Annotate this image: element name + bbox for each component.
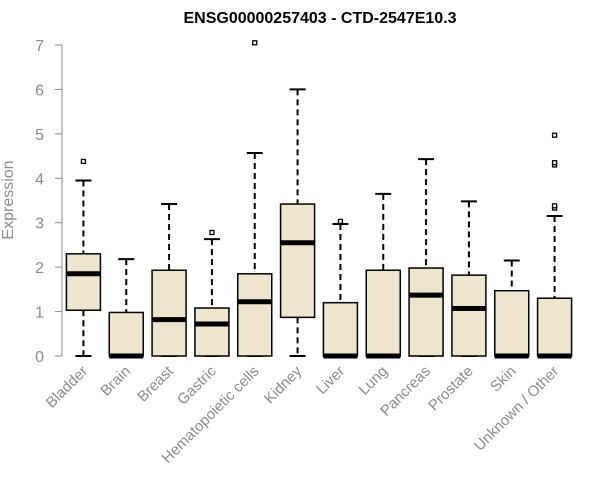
box-rect	[151, 269, 187, 357]
x-tick-label: Kidney	[261, 362, 306, 407]
box-rect	[536, 297, 573, 357]
x-tick-label: Lung	[355, 363, 391, 399]
box-pancreas	[408, 158, 444, 357]
y-tick-label: 3	[35, 216, 44, 233]
y-tick-label: 7	[35, 38, 44, 55]
box-rect	[65, 253, 102, 311]
outlier-point	[252, 40, 258, 46]
x-tick-label: Bladder	[43, 363, 92, 412]
outlier-point	[80, 158, 87, 165]
box-prostate	[451, 200, 487, 357]
y-tick-label: 0	[35, 349, 44, 366]
box-hematopoietic-cells	[237, 40, 273, 357]
box-rect	[408, 267, 444, 357]
box-bladder	[65, 158, 102, 357]
box-rect	[194, 307, 230, 357]
box-lung	[365, 192, 401, 359]
x-tick-label: Liver	[313, 363, 348, 398]
box-rect	[108, 311, 144, 357]
y-axis: 0 1 2 3 4 5 6 7	[35, 38, 63, 366]
box-unknown-other	[536, 132, 573, 359]
box-rect	[365, 269, 401, 357]
x-tick-label: Skin	[487, 363, 520, 396]
chart-title: ENSG00000257403 - CTD-2547E10.3	[183, 10, 456, 27]
box-rect	[451, 274, 487, 357]
x-tick-label: Breast	[134, 362, 177, 405]
y-tick-label: 1	[35, 305, 44, 322]
box-liver	[322, 218, 359, 359]
outlier-point	[337, 218, 344, 225]
outlier-point	[551, 203, 558, 209]
box-group	[65, 40, 573, 359]
box-kidney	[279, 88, 316, 357]
y-tick-label: 2	[35, 260, 44, 277]
x-tick-label: Prostate	[425, 363, 477, 415]
box-breast	[151, 203, 187, 357]
box-skin	[494, 259, 530, 359]
x-tick-label: Brain	[97, 363, 134, 400]
box-brain	[108, 258, 144, 359]
y-tick-label: 6	[35, 82, 44, 99]
outlier-point	[551, 160, 558, 166]
y-tick-label: 4	[35, 171, 44, 188]
box-rect	[279, 203, 316, 319]
y-axis-label: Expression	[0, 160, 17, 239]
box-rect	[237, 273, 273, 357]
outlier-point	[551, 132, 558, 138]
box-gastric	[194, 229, 230, 357]
y-tick-label: 5	[35, 127, 44, 144]
outlier-point	[209, 229, 215, 236]
box-rect	[494, 289, 530, 357]
box-rect	[322, 301, 359, 357]
